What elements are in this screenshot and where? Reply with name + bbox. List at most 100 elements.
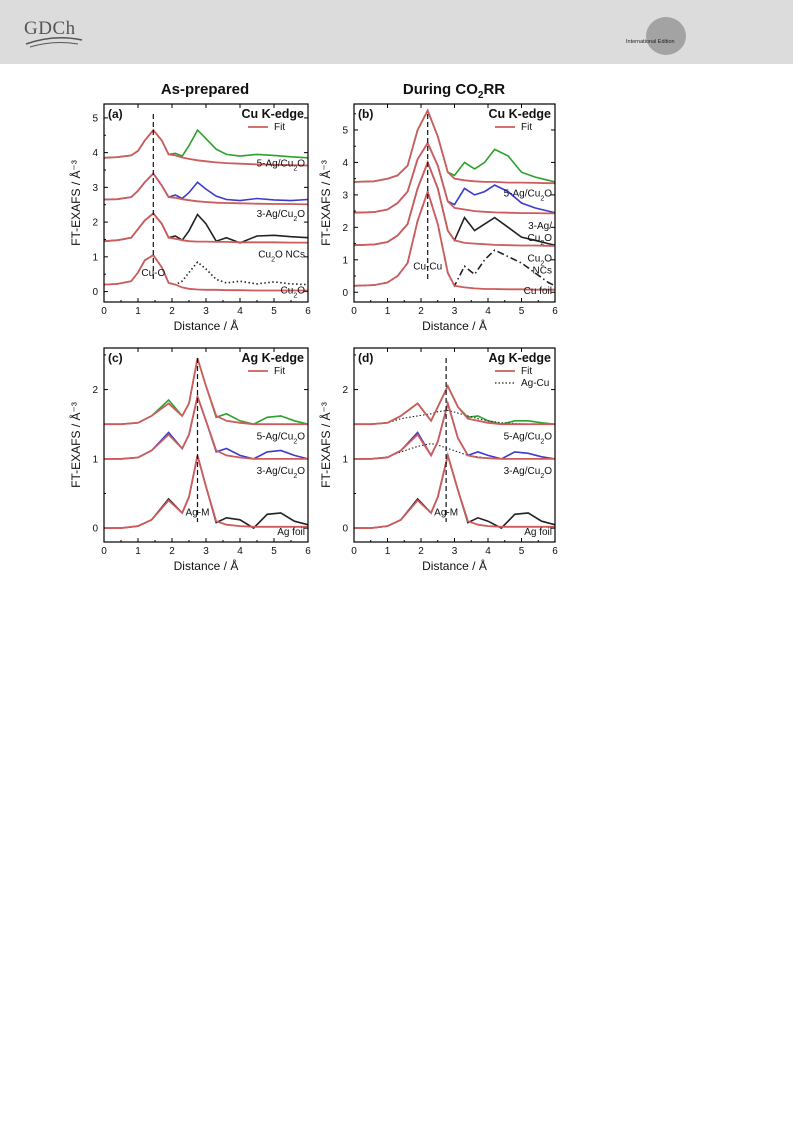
subscript: 2 [293, 473, 297, 480]
bond-annotation: Ag-M [434, 508, 458, 519]
fit-line [104, 358, 308, 426]
panel-label: (c) [108, 351, 123, 365]
x-axis-label: Distance / Å [174, 318, 239, 333]
x-tick-label: 3 [452, 306, 458, 317]
exafs-figure: As-prepared During CO2RR 0 1 2 3 4 5 6012345Di… [68, 81, 558, 573]
column-title-as-prepared: As-prepared [161, 81, 249, 98]
series-line-3-Ag/Cu₂O [104, 172, 308, 202]
legend-entry: Fit [521, 366, 532, 377]
text-part: O [544, 233, 552, 244]
text-part: Cu foil [524, 286, 552, 297]
edge-label: Cu K-edge [489, 107, 552, 121]
subscript: 2 [540, 438, 544, 445]
chart-panel-0: 0 1 2 3 4 5 6 0 1 2 3 4 5 Distance / Å FT-EXAFS / Å⁻³ 5… [68, 103, 311, 333]
y-axis-label: FT-EXAFS / Å⁻³ [318, 402, 333, 488]
x-tick-label: 3 [203, 306, 209, 317]
panel-label: (b) [358, 107, 373, 121]
text-part: 3-Ag/ [528, 221, 552, 232]
text-part: Cu [281, 285, 294, 296]
x-tick-label: 5 [271, 306, 277, 317]
legend-entry: Fit [521, 122, 532, 133]
text-part: O [544, 253, 552, 264]
title-part-prefix: During CO [403, 81, 478, 98]
y-tick-label: 1 [92, 252, 98, 263]
subscript: 2 [271, 256, 275, 263]
fit-line [104, 212, 308, 244]
bond-annotation: Cu-Cu [413, 262, 442, 273]
subscript: 2 [540, 239, 544, 246]
panels-group: 0 1 2 3 4 5 6 0 1 2 3 4 5 Distance / Å FT-EXAFS / Å⁻³ 5… [68, 103, 558, 573]
series-label: 5-Ag/Cu2O [257, 159, 306, 173]
series-label: 3-Ag/Cu2O [257, 209, 306, 223]
x-tick-label: 6 [552, 306, 558, 317]
bond-annotation: Cu-O [141, 268, 165, 279]
edition-badge: International Edition [620, 17, 686, 55]
y-tick-label: 2 [342, 223, 348, 234]
y-tick-label: 1 [92, 454, 98, 465]
y-tick-label: 0 [92, 524, 98, 535]
y-tick-label: 2 [92, 218, 98, 229]
x-tick-label: 4 [485, 546, 491, 557]
series-line-3-Ag/Cu₂O [104, 393, 308, 460]
series-label: NCs [533, 265, 552, 276]
text-part: Ag foil [524, 527, 552, 538]
gdch-logo: GDCh [24, 14, 84, 50]
subscript: 2 [293, 292, 297, 299]
text-part: 5-Ag/Cu [504, 189, 541, 200]
page-header: GDCh International Edition [0, 0, 793, 64]
x-axis-label: Distance / Å [174, 558, 239, 573]
plot-frame [353, 103, 556, 303]
fit-line [354, 384, 555, 426]
text-part: 5-Ag/Cu [257, 159, 294, 170]
subscript: 2 [540, 195, 544, 202]
text-part: O [297, 285, 305, 296]
text-part: O [544, 466, 552, 477]
x-tick-label: 3 [452, 546, 458, 557]
text-part: Ag foil [277, 527, 305, 538]
series-label: 5-Ag/Cu2O [257, 431, 306, 445]
y-axis-label: FT-EXAFS / Å⁻³ [68, 160, 83, 246]
y-axis-label: FT-EXAFS / Å⁻³ [68, 402, 83, 488]
panel-label: (d) [358, 351, 373, 365]
fit-line [354, 451, 555, 529]
y-tick-label: 0 [92, 287, 98, 298]
fit-line [354, 188, 555, 291]
text-part: Cu [258, 250, 271, 261]
series-label: 3-Ag/Cu2O [504, 466, 553, 480]
series-label: Cu foil [524, 286, 552, 297]
y-tick-label: 1 [342, 454, 348, 465]
x-tick-label: 0 [101, 546, 107, 557]
fit-line [104, 393, 308, 460]
x-tick-label: 5 [519, 546, 525, 557]
text-part: 3-Ag/Cu [257, 466, 294, 477]
x-tick-label: 0 [101, 306, 107, 317]
plot-area [104, 358, 308, 530]
series-label: Ag foil [277, 527, 305, 538]
fit-line [354, 400, 555, 460]
series-line-5-Ag/Cu₂O [354, 384, 555, 426]
subscript: 2 [293, 438, 297, 445]
x-tick-label: 4 [237, 306, 243, 317]
text-part: Cu [528, 233, 541, 244]
x-tick-label: 2 [169, 306, 175, 317]
x-tick-label: 6 [552, 546, 558, 557]
y-tick-label: 1 [342, 255, 348, 266]
plot-area [104, 128, 308, 292]
text-part: Cu [528, 253, 541, 264]
fit-line [104, 172, 308, 206]
x-axis-label: Distance / Å [422, 318, 487, 333]
series-label: Cu2O NCs [258, 250, 305, 264]
title-part-sub: 2 [478, 90, 484, 101]
plot-frame [103, 347, 309, 543]
fit-line [354, 159, 555, 247]
subscript: 2 [540, 260, 544, 267]
panel-label: (a) [108, 107, 123, 121]
plot-area [354, 384, 555, 530]
text-part: O [297, 431, 305, 442]
x-tick-label: 0 [351, 546, 357, 557]
y-axis-label: FT-EXAFS / Å⁻³ [318, 160, 333, 246]
edge-label: Ag K-edge [489, 351, 552, 365]
y-tick-label: 3 [342, 190, 348, 201]
y-tick-label: 4 [342, 158, 348, 169]
